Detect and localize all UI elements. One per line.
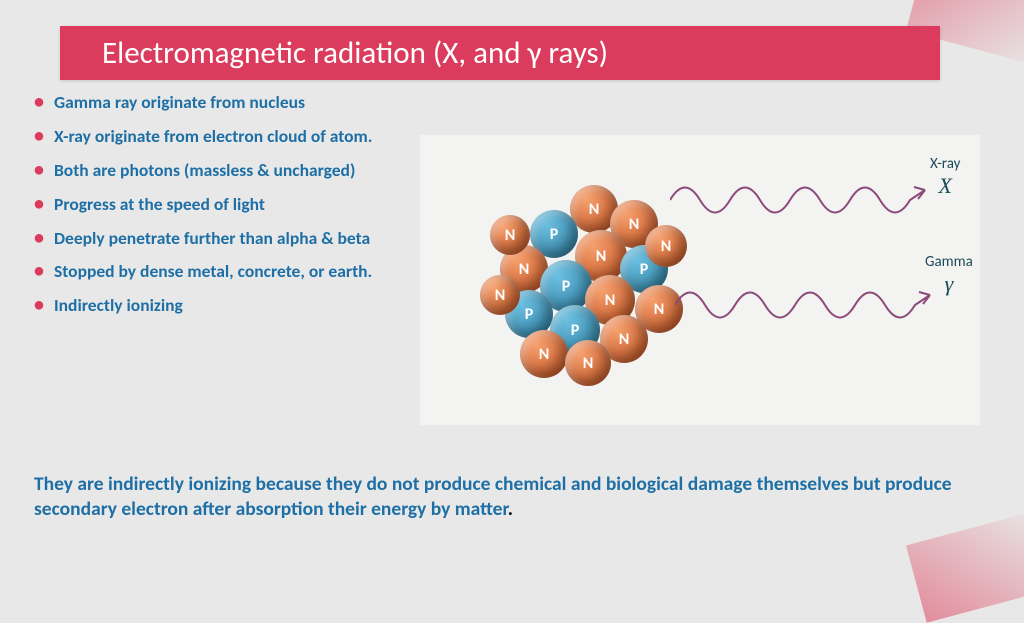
list-item: Indirectly ionizing	[34, 295, 434, 317]
gamma-label-text: Gamma	[925, 253, 973, 271]
neutron: N	[480, 275, 520, 315]
list-item: Progress at the speed of light	[34, 194, 434, 216]
xray-wave	[670, 165, 930, 215]
xray-label: X-ray X	[930, 155, 960, 199]
corner-accent-bottom	[906, 509, 1024, 623]
bullet-list: Gamma ray originate from nucleus X-ray o…	[34, 92, 434, 329]
nucleus-diagram: NNPNPNPNNPPNNNNNN X-ray X Gamma γ	[420, 135, 980, 425]
list-item: Both are photons (massless & uncharged)	[34, 160, 434, 182]
gamma-label: Gamma γ	[925, 253, 973, 297]
gamma-symbol: γ	[945, 271, 954, 296]
list-item: X-ray originate from electron cloud of a…	[34, 126, 434, 148]
neutron: N	[490, 215, 530, 255]
xray-symbol: X	[938, 173, 951, 198]
paragraph-period: .	[508, 497, 513, 521]
neutron: N	[565, 340, 611, 386]
list-item: Deeply penetrate further than alpha & be…	[34, 228, 434, 250]
gamma-wave	[675, 270, 935, 320]
list-item: Stopped by dense metal, concrete, or ear…	[34, 261, 434, 283]
nucleus-cluster: NNPNPNPNNPPNNNNNN	[480, 175, 700, 395]
paragraph: They are indirectly ionizing because the…	[34, 472, 974, 523]
paragraph-text: They are indirectly ionizing because the…	[34, 472, 952, 521]
neutron: N	[645, 225, 687, 267]
neutron: N	[520, 330, 568, 378]
list-item: Gamma ray originate from nucleus	[34, 92, 434, 114]
page-title: Electromagnetic radiation (X, and γ rays…	[60, 26, 940, 80]
xray-label-text: X-ray	[930, 155, 960, 173]
